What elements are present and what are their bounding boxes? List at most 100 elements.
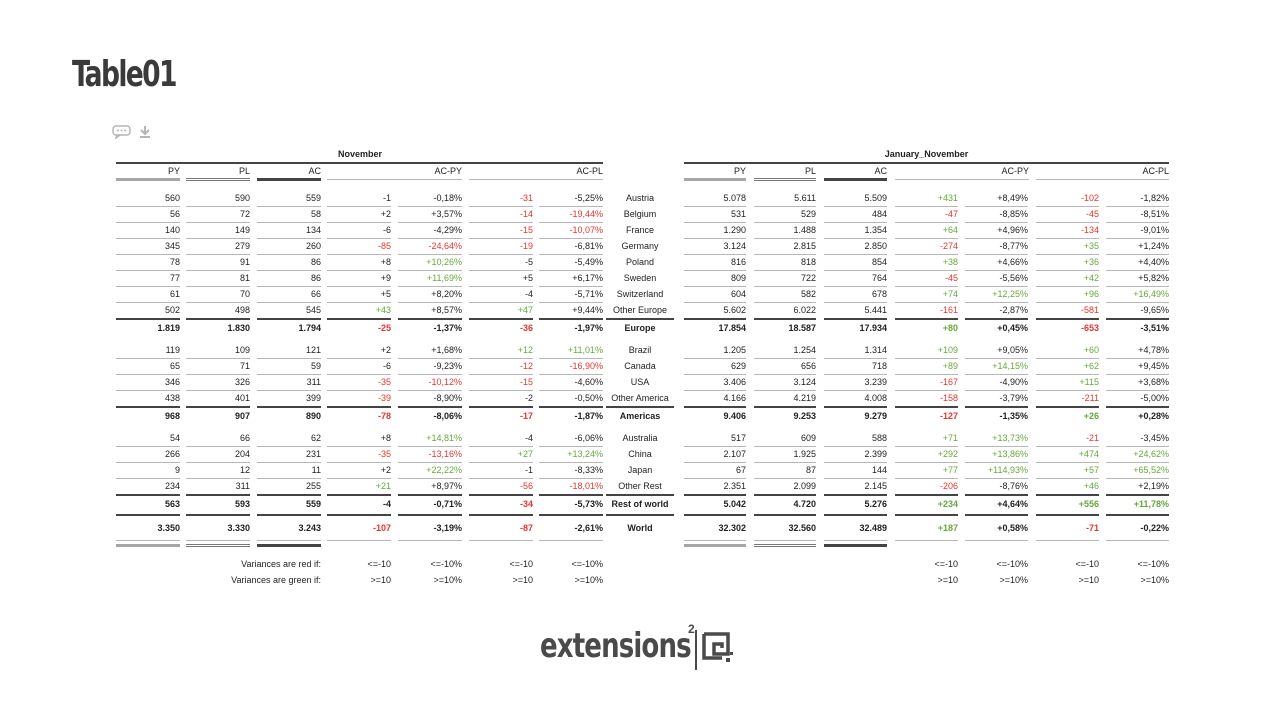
row-rule: [539, 494, 603, 496]
row-rule: [116, 270, 180, 271]
row-rule: [824, 390, 887, 391]
table-cell: -0,50%: [574, 393, 603, 403]
row-rule: [257, 286, 321, 287]
table-cell: +114,93%: [987, 465, 1028, 475]
col-header-left-ac: AC: [308, 166, 321, 176]
table-cell: 890: [305, 411, 321, 421]
row-rule: [539, 390, 603, 391]
table-cell: -14: [519, 209, 533, 219]
row-label: Other Europe: [612, 305, 668, 315]
table-cell: 582: [800, 289, 816, 299]
table-cell: +11,01%: [567, 345, 603, 355]
row-rule: [1106, 358, 1169, 359]
table-cell: 609: [800, 433, 816, 443]
group-rule-left: [116, 162, 603, 164]
table-cell: -6,06%: [574, 433, 603, 443]
row-rule: [327, 238, 391, 239]
row-rule: [754, 540, 816, 541]
table-cell: 3.406: [723, 377, 746, 387]
row-rule: [327, 478, 391, 479]
row-rule: [257, 494, 321, 496]
col-header-left-pl: PL: [238, 166, 250, 176]
row-rule: [186, 358, 250, 359]
row-rule: [684, 462, 746, 463]
py-bar-bottom: [684, 544, 746, 547]
table-cell: 1.314: [864, 345, 887, 355]
row-rule: [684, 358, 746, 359]
table-cell: -274: [939, 241, 958, 251]
table-cell: +5: [380, 289, 391, 299]
row-rule: [186, 222, 250, 223]
legend-red-value: <=-10%: [996, 559, 1028, 569]
table-row: 65 71 59 -6 -9,23% -12 -16,90% Canada 629 656 718 +…: [116, 358, 1170, 374]
table-cell: +60: [1083, 345, 1099, 355]
row-rule: [1036, 478, 1099, 479]
table-cell: 346: [164, 377, 180, 387]
table-cell: +9,45%: [1138, 361, 1169, 371]
row-rule: [824, 286, 887, 287]
table-cell: 816: [730, 257, 746, 267]
table-cell: -8,06%: [433, 411, 462, 421]
row-rule: [1106, 446, 1169, 447]
row-rule: [398, 222, 462, 223]
row-rule: [824, 374, 887, 375]
row-label: Belgium: [623, 209, 657, 219]
table-cell: +8,20%: [431, 289, 462, 299]
table-row: 9 12 11 +2 +22,22% -1 -8,33% Japan 67 87 144 +77 +11…: [116, 462, 1170, 478]
subtotal-row: 1.819 1.830 1.794 -25 -1,37% -36 -1,97% Europe 1…: [116, 320, 1170, 336]
row-rule: [116, 514, 180, 516]
table-cell: 70: [239, 289, 250, 299]
row-rule: [539, 238, 603, 239]
table-cell: 5.042: [723, 499, 746, 509]
table-cell: +4,66%: [997, 257, 1028, 267]
row-label: Japan: [627, 465, 653, 475]
row-rule: [824, 462, 887, 463]
table-cell: 2.815: [793, 241, 816, 251]
table-cell: 65: [169, 361, 180, 371]
table-cell: 563: [164, 499, 180, 509]
table-cell: -5,56%: [999, 273, 1028, 283]
row-rule: [257, 238, 321, 239]
table-cell: 718: [871, 361, 887, 371]
row-rule: [398, 286, 462, 287]
row-rule: [895, 270, 958, 271]
ac-bar-bottom: [257, 544, 321, 547]
row-rule: [469, 390, 533, 391]
row-rule: [116, 462, 180, 463]
table-cell: +1,68%: [431, 345, 462, 355]
table-cell: -16,90%: [569, 361, 603, 371]
table-row: 346 326 311 -35 -10,12% -15 -4,60% USA 3.406 3.12…: [116, 374, 1170, 390]
row-rule: [186, 514, 250, 516]
row-rule: [539, 374, 603, 375]
table-cell: 722: [800, 273, 816, 283]
table-cell: +8,49%: [997, 193, 1028, 203]
row-rule: [539, 302, 603, 303]
table-cell: -9,23%: [433, 361, 462, 371]
row-rule: [257, 462, 321, 463]
table-cell: -0,22%: [1140, 523, 1169, 533]
speech-bubble-icon[interactable]: [112, 125, 132, 139]
table-cell: -15: [519, 225, 533, 235]
row-rule: [469, 540, 533, 541]
legend-green-label: Variances are green if:: [231, 575, 321, 585]
table-cell: -211: [1081, 393, 1099, 403]
row-rule: [754, 358, 816, 359]
row-rule: [327, 390, 391, 391]
row-rule: [684, 254, 746, 255]
table-cell: 1.205: [723, 345, 746, 355]
table-cell: +8,57%: [431, 305, 462, 315]
row-rule: [606, 494, 674, 496]
table-cell: 121: [305, 345, 321, 355]
row-rule: [684, 302, 746, 303]
row-label: Other Rest: [618, 481, 662, 491]
row-rule: [186, 406, 250, 408]
row-rule: [684, 238, 746, 239]
row-rule: [186, 206, 250, 207]
subtotal-row: 968 907 890 -78 -8,06% -17 -1,87% Americas 9.406…: [116, 408, 1170, 424]
row-rule: [1106, 318, 1169, 320]
table-cell: 204: [234, 449, 250, 459]
row-rule: [895, 390, 958, 391]
table-cell: 604: [730, 289, 746, 299]
download-icon[interactable]: [138, 125, 152, 139]
row-rule: [116, 478, 180, 479]
